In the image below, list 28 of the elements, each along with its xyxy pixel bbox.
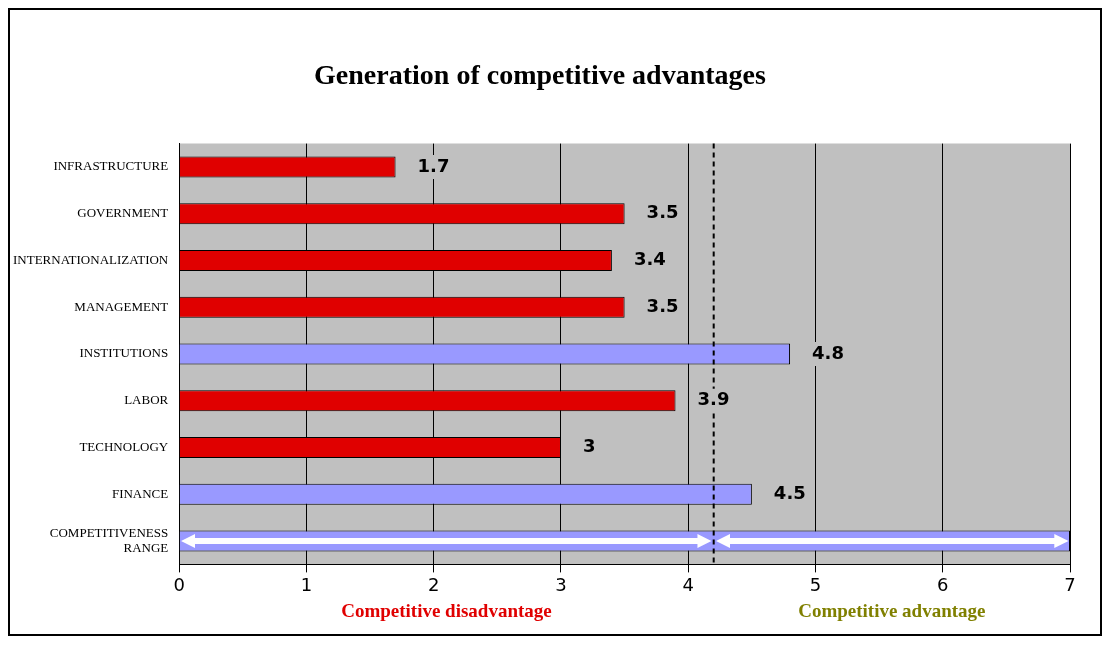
x-tick-label: 3 <box>555 573 567 595</box>
y-tick-label: MANAGEMENT <box>74 298 169 314</box>
x-tick-label: 5 <box>809 573 822 595</box>
chart-title: Generation of competitive advantages <box>314 59 766 91</box>
x-tick-label: 2 <box>428 573 440 595</box>
y-tick-label: GOVERNMENT <box>77 205 169 221</box>
data-label: 3.4 <box>633 248 666 270</box>
y-tick-label: COMPETITIVENESS RANGE <box>49 524 169 556</box>
x-tick-label: 0 <box>173 573 185 595</box>
data-label: 3 <box>583 435 596 457</box>
x-tick-label: 7 <box>1064 573 1076 595</box>
data-label: 3.9 <box>697 388 730 410</box>
data-label: 3.5 <box>646 294 679 316</box>
data-label: 4.8 <box>812 341 844 363</box>
text: Competitive disadvantage <box>341 600 552 622</box>
x-tick-label: 4 <box>682 573 694 595</box>
x-tick-label: 6 <box>937 573 949 595</box>
y-tick-label: INFRASTRUCTURE <box>53 158 169 174</box>
text: Competitive advantage <box>798 600 986 622</box>
y-tick-label: LABOR <box>124 392 169 408</box>
y-tick-label: INTERNATIONALIZATION <box>12 251 169 267</box>
y-tick-label: TECHNOLOGY <box>79 438 169 454</box>
x-tick-label: 1 <box>300 573 313 595</box>
data-label: 1.7 <box>417 154 450 176</box>
y-tick-label: INSTITUTIONS <box>79 345 169 361</box>
data-label: 3.5 <box>646 201 679 223</box>
y-tick-label: FINANCE <box>111 485 169 501</box>
data-label: 4.5 <box>773 481 806 503</box>
